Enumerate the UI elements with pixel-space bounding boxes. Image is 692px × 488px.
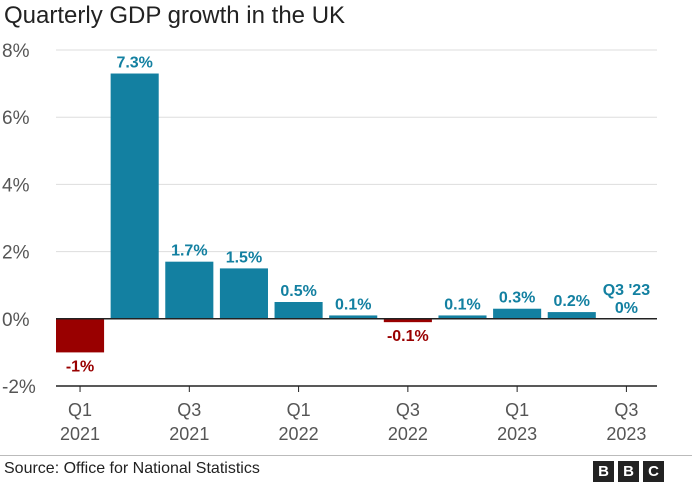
- y-tick-label: -2%: [2, 377, 36, 398]
- bar: [493, 308, 542, 319]
- bars: [56, 73, 596, 353]
- data-label: 0.2%: [554, 293, 590, 310]
- data-label: -0.1%: [387, 328, 429, 345]
- y-tick-label: 2%: [2, 243, 30, 264]
- logo-letter-c: C: [643, 461, 664, 482]
- x-tick-label: Q3: [396, 400, 420, 420]
- data-labels: -1% 7.3% 1.7% 1.5% 0.5% 0.1% -0.1% 0.1% 0.3% 0.2%…: [66, 55, 650, 376]
- bar-chart: -2% 0% 2% 4% 6% 8% -1% 7.3% 1.7% 1.5% 0.5% 0.1% -0.…: [2, 41, 657, 444]
- data-label: 1.7%: [171, 243, 207, 260]
- y-tick-label: 6%: [2, 108, 30, 129]
- x-tick-label: 2023: [606, 424, 646, 444]
- data-label: 1.5%: [226, 249, 262, 266]
- bar: [547, 312, 596, 319]
- data-label: 0%: [615, 300, 638, 317]
- x-tick-label: 2021: [169, 424, 209, 444]
- bar: [438, 315, 487, 319]
- bbc-logo: B B C: [593, 461, 664, 482]
- bar: [274, 302, 323, 319]
- logo-letter-b1: B: [593, 461, 614, 482]
- special-label: Q3 '23: [603, 282, 650, 299]
- bar: [329, 315, 378, 319]
- bar: [219, 268, 268, 319]
- bar: [110, 73, 159, 319]
- source-note: Source: Office for National Statistics: [4, 460, 260, 477]
- bar: [56, 318, 105, 353]
- x-tick-label: Q1: [505, 400, 529, 420]
- x-tick-label: 2021: [60, 424, 100, 444]
- data-label: 0.1%: [335, 296, 371, 313]
- x-tick-label: Q1: [68, 400, 92, 420]
- x-tick-label: Q3: [177, 400, 201, 420]
- y-tick-label: 8%: [2, 41, 30, 62]
- x-axis-ticks: Q1 2021 Q3 2021 Q1 2022 Q3 2022 Q1 2023 Q3 2023: [60, 386, 646, 444]
- bar: [383, 318, 432, 323]
- y-tick-label: 0%: [2, 310, 30, 331]
- x-tick-label: 2022: [388, 424, 428, 444]
- data-label: 0.5%: [280, 283, 316, 300]
- data-label: 0.1%: [444, 296, 480, 313]
- footer-divider: [0, 455, 692, 456]
- axes: [56, 318, 657, 387]
- y-axis-ticks: -2% 0% 2% 4% 6% 8%: [2, 41, 36, 398]
- x-tick-label: 2022: [279, 424, 319, 444]
- x-tick-label: Q3: [614, 400, 638, 420]
- data-label: 0.3%: [499, 290, 535, 307]
- x-tick-label: Q1: [287, 400, 311, 420]
- data-label: 7.3%: [116, 55, 152, 72]
- x-tick-label: 2023: [497, 424, 537, 444]
- logo-letter-b2: B: [618, 461, 639, 482]
- chart-title: Quarterly GDP growth in the UK: [4, 2, 346, 29]
- y-tick-label: 4%: [2, 175, 30, 196]
- data-label: -1%: [66, 358, 94, 375]
- bar: [165, 261, 214, 319]
